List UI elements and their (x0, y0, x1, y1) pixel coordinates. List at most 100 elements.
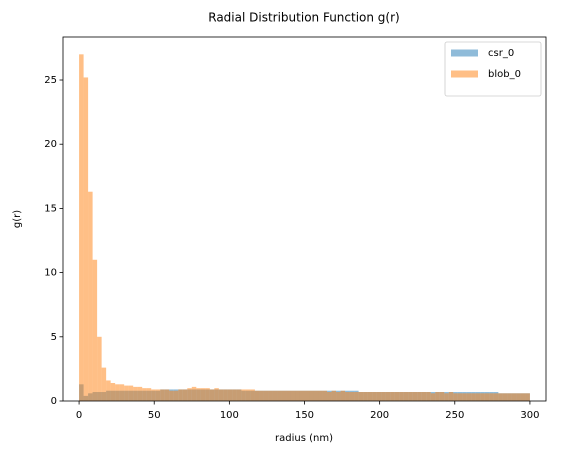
bar (254, 390, 260, 401)
bar (331, 390, 337, 401)
bar (480, 393, 485, 401)
bar (520, 393, 526, 401)
bar (236, 389, 242, 401)
bar (322, 390, 328, 401)
x-tick-label: 250 (445, 410, 464, 421)
bar (358, 392, 364, 401)
bar (511, 393, 517, 401)
bar (151, 389, 156, 401)
bar (187, 388, 192, 401)
bar (160, 389, 165, 401)
bar (227, 389, 233, 401)
bar (439, 392, 445, 401)
bar (232, 389, 237, 401)
bar (146, 388, 152, 401)
bar (426, 392, 431, 401)
bar (390, 392, 395, 401)
bar (250, 389, 255, 401)
bar (399, 392, 404, 401)
bar (453, 393, 458, 401)
y-tick-label: 25 (44, 75, 57, 86)
bar (137, 386, 143, 401)
bar (277, 390, 282, 401)
bar (223, 389, 228, 401)
bar (462, 393, 467, 401)
legend-swatch (451, 49, 478, 57)
bar (381, 392, 386, 401)
bar (286, 390, 291, 401)
bar (448, 392, 454, 401)
bar (101, 367, 107, 401)
bar (209, 389, 215, 401)
x-tick-label: 150 (295, 410, 314, 421)
bar (435, 392, 440, 401)
bar (128, 385, 134, 401)
bar (507, 393, 512, 401)
bar (403, 392, 409, 401)
bar (281, 390, 287, 401)
bar (133, 386, 138, 401)
chart-title: Radial Distribution Function g(r) (208, 11, 399, 25)
bar (394, 392, 400, 401)
y-tick-label: 10 (44, 268, 57, 279)
bar (367, 392, 373, 401)
bar (155, 389, 161, 401)
bar (489, 393, 494, 401)
x-tick-label: 50 (148, 410, 161, 421)
bar (516, 393, 521, 401)
bar (214, 388, 219, 401)
bar (340, 390, 346, 401)
bar (290, 390, 296, 401)
bar (142, 388, 147, 401)
bar (268, 390, 273, 401)
bar (115, 384, 120, 401)
bar (124, 385, 129, 401)
bar (336, 392, 341, 401)
bar (106, 380, 111, 401)
x-tick-label: 0 (76, 410, 82, 421)
bar (412, 392, 418, 401)
bar (196, 388, 201, 401)
bar (421, 392, 427, 401)
bar (182, 389, 188, 401)
bar (313, 390, 319, 401)
x-tick-label: 200 (370, 410, 389, 421)
bar (327, 392, 332, 401)
bar (110, 383, 116, 401)
bar (83, 77, 89, 401)
bar (119, 384, 125, 401)
bar (498, 393, 503, 401)
bar (466, 393, 472, 401)
bar (471, 393, 476, 401)
y-tick-label: 15 (44, 203, 57, 214)
bar (295, 390, 300, 401)
bar (218, 389, 224, 401)
bar (259, 390, 264, 401)
x-axis-label: radius (nm) (275, 433, 333, 444)
bar (408, 392, 413, 401)
bar (502, 393, 508, 401)
bar (272, 390, 278, 401)
bar (345, 392, 350, 401)
x-tick-label: 100 (220, 410, 239, 421)
bar (376, 392, 382, 401)
bar (457, 393, 463, 401)
bar (79, 54, 84, 401)
legend-label: csr_0 (488, 48, 514, 59)
bar (318, 390, 323, 401)
bar (299, 390, 305, 401)
legend: csr_0 blob_0 (444, 41, 542, 97)
bar (88, 191, 93, 401)
bar (363, 392, 368, 401)
y-tick-label: 5 (51, 332, 57, 343)
legend-swatch (451, 70, 478, 78)
x-tick-label: 300 (520, 410, 539, 421)
bar (385, 392, 391, 401)
bar (525, 393, 530, 401)
y-tick-label: 0 (51, 396, 57, 407)
bar (430, 393, 436, 401)
bar (241, 389, 246, 401)
bar (164, 389, 170, 401)
bar (97, 336, 102, 401)
